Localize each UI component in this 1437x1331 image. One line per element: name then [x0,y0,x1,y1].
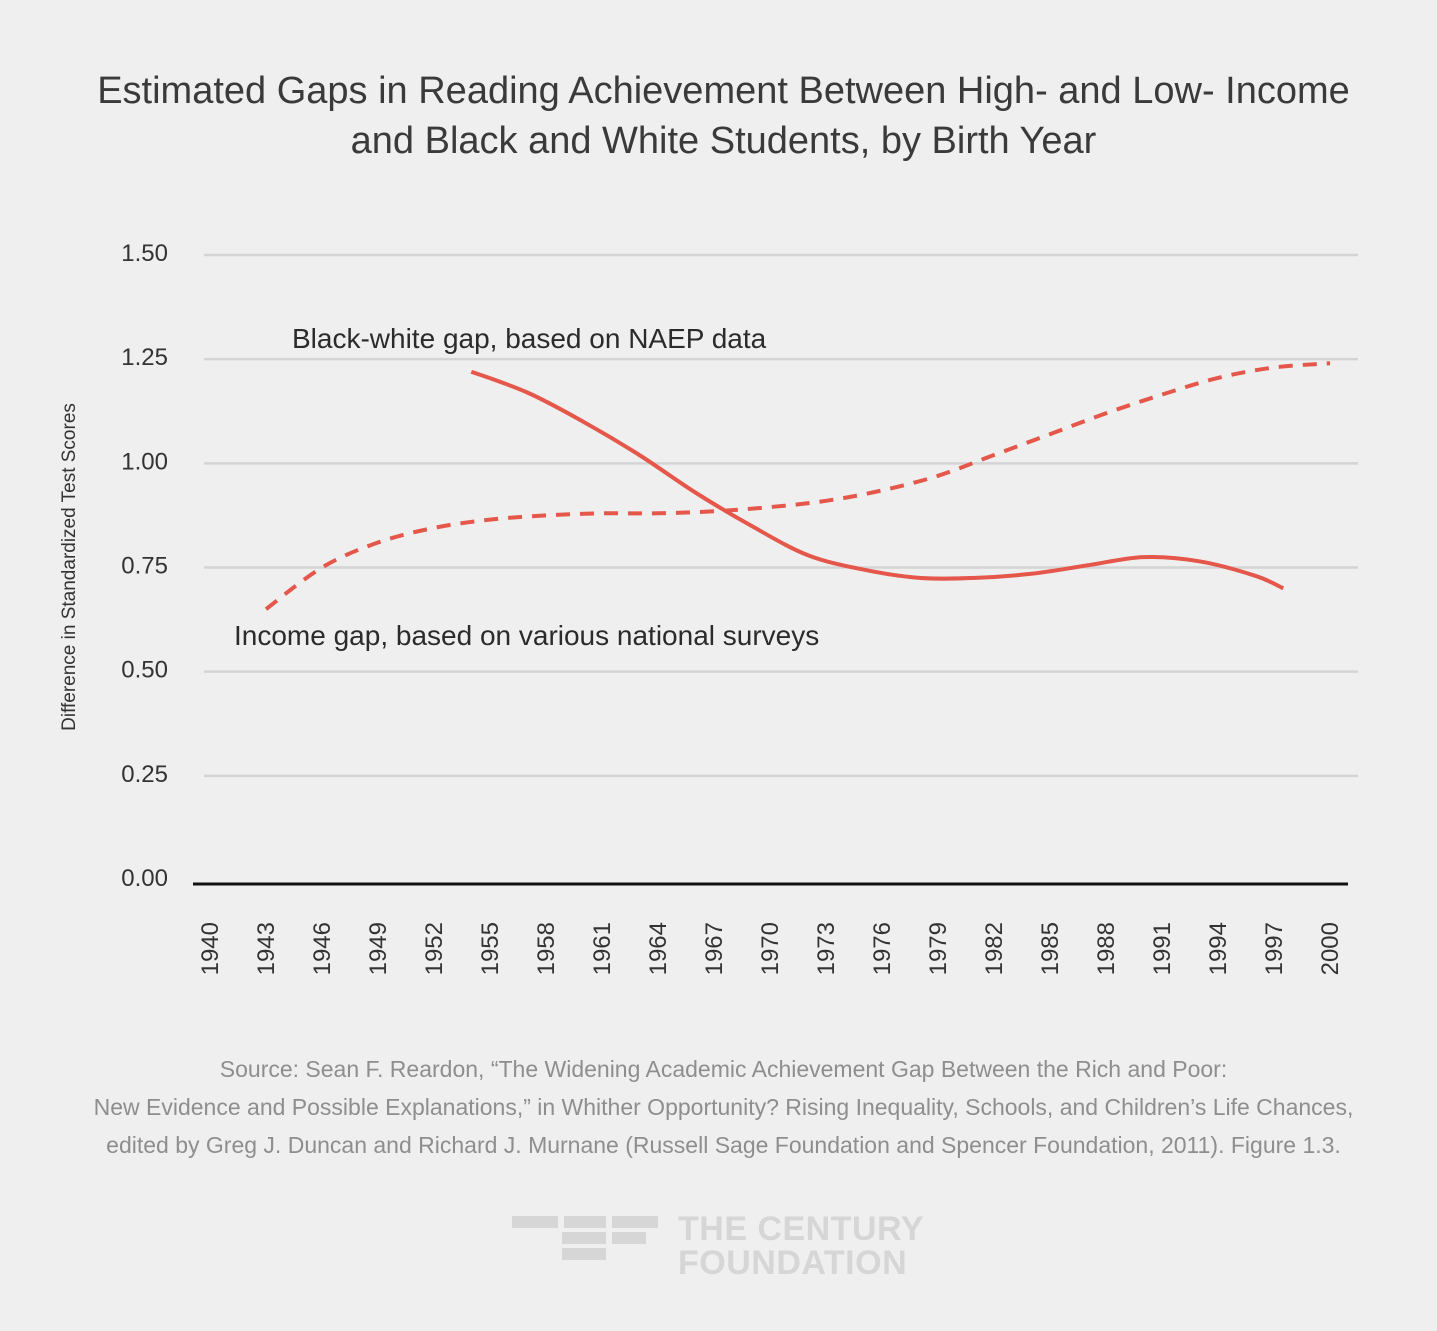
x-axis-ticks: 1940 1943 1946 1949 1952 1955 1958 1961 1964 1967… [197,922,1344,975]
y-tick-label: 0.50 [121,657,168,684]
x-tick-label: 1946 [309,922,336,975]
century-foundation-logo: THE CENTURY FOUNDATION [510,1212,930,1284]
y-tick-label: 0.00 [121,865,168,892]
x-tick-label: 2000 [1317,922,1344,975]
gridlines [204,253,1358,778]
logo-mark-bar [564,1216,606,1228]
source-note: Source: Sean F. Reardon, “The Widening A… [0,1050,1437,1164]
logo-mark-bar [562,1232,606,1244]
y-tick-label: 1.50 [121,240,168,267]
series-lines [264,361,1331,611]
logo-mark-bar [562,1248,606,1260]
y-axis-label: Difference in Standardized Test Scores [59,403,80,731]
chart-title: Estimated Gaps in Reading Achievement Be… [0,66,1437,166]
x-tick-label: 1961 [589,922,616,975]
x-tick-label: 1970 [757,922,784,975]
series-label-black-white-gap: Black-white gap, based on NAEP data [292,323,767,354]
source-line-3: edited by Greg J. Duncan and Richard J. … [106,1132,1341,1158]
x-tick-label: 1976 [869,922,896,975]
line-chart: 0.000.250.500.751.001.251.50 1940 1943 194… [59,240,1358,975]
x-tick-label: 1991 [1149,922,1176,975]
x-tick-label: 1952 [421,922,448,975]
logo-mark-bar [612,1216,658,1228]
x-tick-label: 1967 [701,922,728,975]
x-tick-label: 1982 [981,922,1008,975]
x-tick-label: 1997 [1261,922,1288,975]
brand-line-2: FOUNDATION [678,1244,908,1282]
x-tick-label: 1940 [197,922,224,975]
x-tick-label: 1964 [645,922,672,975]
x-tick-label: 1979 [925,922,952,975]
series-line-black-white-gap [470,369,1285,591]
y-axis-ticks: 0.00 0.25 0.50 0.75 1.00 1.25 1.50 [121,240,168,892]
source-line-2: New Evidence and Possible Explanations,”… [93,1094,1354,1120]
chart-title-line-2: and Black and White Students, by Birth Y… [350,120,1097,162]
brand-wordmark: THE CENTURY FOUNDATION [678,1212,924,1280]
source-line-1: Source: Sean F. Reardon, “The Widening A… [219,1056,1228,1082]
x-tick-label: 1994 [1205,922,1232,975]
logo-mark-bar [512,1216,558,1228]
y-tick-label: 0.75 [121,553,168,580]
x-tick-label: 1988 [1093,922,1120,975]
y-tick-label: 1.00 [121,448,168,475]
logo-mark-bar [612,1232,646,1244]
x-tick-label: 1958 [533,922,560,975]
chart-title-line-1: Estimated Gaps in Reading Achievement Be… [97,70,1350,112]
x-tick-label: 1955 [477,922,504,975]
series-line-income-gap [264,361,1331,611]
x-tick-label: 1985 [1037,922,1064,975]
x-tick-label: 1949 [365,922,392,975]
x-tick-label: 1973 [813,922,840,975]
series-label-income-gap: Income gap, based on various national su… [234,620,819,651]
y-tick-label: 1.25 [121,344,168,371]
brand-line-1: THE CENTURY [678,1210,925,1248]
x-tick-label: 1943 [253,922,280,975]
y-tick-label: 0.25 [121,761,168,788]
